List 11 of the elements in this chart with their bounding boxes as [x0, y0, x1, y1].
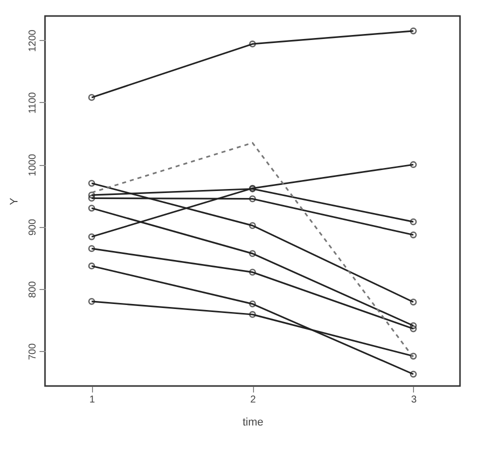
y-tick-label: 900	[28, 218, 38, 236]
x-tick-label: 2	[250, 394, 256, 406]
x-axis-title: time	[242, 416, 264, 428]
y-tick-label: 800	[28, 280, 38, 298]
y-tick-label: 1100	[28, 92, 38, 114]
y-axis-title: Y	[8, 197, 20, 206]
y-tick-label: 1200	[28, 29, 38, 52]
y-tick-label: 1000	[28, 154, 38, 176]
x-tick-label: 3	[411, 394, 418, 406]
x-tick-label: 1	[89, 394, 96, 406]
y-tick-label: 700	[28, 342, 38, 360]
